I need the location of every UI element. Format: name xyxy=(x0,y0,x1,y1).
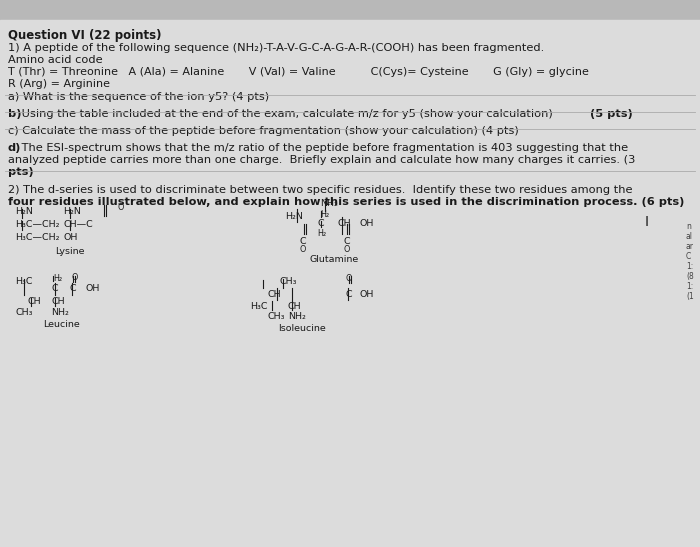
Text: O: O xyxy=(300,245,307,254)
Text: C: C xyxy=(317,219,323,228)
Text: CH₃: CH₃ xyxy=(280,277,298,286)
Text: a) What is the sequence of the ion y5? (4 pts): a) What is the sequence of the ion y5? (… xyxy=(8,92,269,102)
Text: H₂N: H₂N xyxy=(285,212,303,221)
Text: O: O xyxy=(345,274,351,283)
Text: 1:: 1: xyxy=(686,262,693,271)
Text: NH₂: NH₂ xyxy=(288,312,306,321)
Text: CH—C: CH—C xyxy=(63,220,92,229)
Text: CH: CH xyxy=(337,219,351,228)
Text: four residues illustrated below, and explain how this series is used in the disc: four residues illustrated below, and exp… xyxy=(8,197,685,207)
Text: d): d) xyxy=(8,143,22,153)
Text: O: O xyxy=(117,203,123,212)
Text: 1:: 1: xyxy=(686,282,693,291)
Text: C: C xyxy=(345,290,351,299)
Text: H₃C—CH₂: H₃C—CH₂ xyxy=(15,233,60,242)
Text: C: C xyxy=(69,284,76,293)
Text: (5 pts): (5 pts) xyxy=(586,109,633,119)
Text: Amino acid code: Amino acid code xyxy=(8,55,103,65)
Text: O: O xyxy=(343,245,349,254)
Bar xyxy=(0,0,700,20)
Text: H₃C: H₃C xyxy=(250,302,267,311)
Text: NH₂: NH₂ xyxy=(51,308,69,317)
Text: al: al xyxy=(686,232,693,241)
Text: I: I xyxy=(645,215,649,229)
Text: Leucine: Leucine xyxy=(43,320,80,329)
Text: Glutamine: Glutamine xyxy=(310,255,359,264)
Text: C: C xyxy=(343,237,349,246)
Text: analyzed peptide carries more than one charge.  Briefly explain and calculate ho: analyzed peptide carries more than one c… xyxy=(8,155,636,165)
Text: H₃C—CH₂: H₃C—CH₂ xyxy=(15,220,60,229)
Text: (8: (8 xyxy=(686,272,694,281)
Text: Lysine: Lysine xyxy=(55,247,85,256)
Text: C: C xyxy=(300,237,307,246)
Text: H₂: H₂ xyxy=(53,274,62,283)
Text: O: O xyxy=(71,273,78,282)
Text: CH₃: CH₃ xyxy=(15,308,32,317)
Text: NH₂: NH₂ xyxy=(320,199,338,208)
Text: Isoleucine: Isoleucine xyxy=(278,324,326,333)
Text: CH: CH xyxy=(288,302,302,311)
Text: n: n xyxy=(686,222,691,231)
Text: OH: OH xyxy=(85,284,99,293)
Text: H₂N: H₂N xyxy=(15,207,33,216)
Text: Using the table included at the end of the exam, calculate m/z for y5 (show your: Using the table included at the end of t… xyxy=(18,109,553,119)
Text: C: C xyxy=(51,284,57,293)
Text: CH: CH xyxy=(51,297,64,306)
Text: OH: OH xyxy=(63,233,78,242)
Text: T (Thr) = Threonine   A (Ala) = Alanine       V (Val) = Valine          C(Cys)= : T (Thr) = Threonine A (Ala) = Alanine V … xyxy=(8,67,589,77)
Text: Question VI (22 points): Question VI (22 points) xyxy=(8,29,162,42)
Text: CH: CH xyxy=(27,297,41,306)
Text: 2) The d-series is used to discriminate between two specific residues.  Identify: 2) The d-series is used to discriminate … xyxy=(8,185,633,195)
Text: The ESI-spectrum shows that the m/z ratio of the peptide before fragmentation is: The ESI-spectrum shows that the m/z rati… xyxy=(18,143,628,153)
Text: CH: CH xyxy=(268,290,281,299)
Text: H₂: H₂ xyxy=(320,210,329,219)
Text: c) Calculate the mass of the peptide before fragmentation (show your calculation: c) Calculate the mass of the peptide bef… xyxy=(8,126,519,136)
Text: OH: OH xyxy=(360,290,374,299)
Text: H₃C: H₃C xyxy=(15,277,32,286)
Text: R (Arg) = Arginine: R (Arg) = Arginine xyxy=(8,79,110,89)
Text: H₂N: H₂N xyxy=(63,207,81,216)
Text: 1) A peptide of the following sequence (NH₂)-T-A-V-G-C-A-G-A-R-(COOH) has been f: 1) A peptide of the following sequence (… xyxy=(8,43,545,53)
Text: b): b) xyxy=(8,109,22,119)
Text: C: C xyxy=(686,252,692,261)
Text: ar: ar xyxy=(686,242,694,251)
Text: pts): pts) xyxy=(8,167,34,177)
Text: CH₃: CH₃ xyxy=(268,312,286,321)
Text: OH: OH xyxy=(360,219,374,228)
Text: H₂: H₂ xyxy=(317,229,326,238)
Text: (1: (1 xyxy=(686,292,694,301)
